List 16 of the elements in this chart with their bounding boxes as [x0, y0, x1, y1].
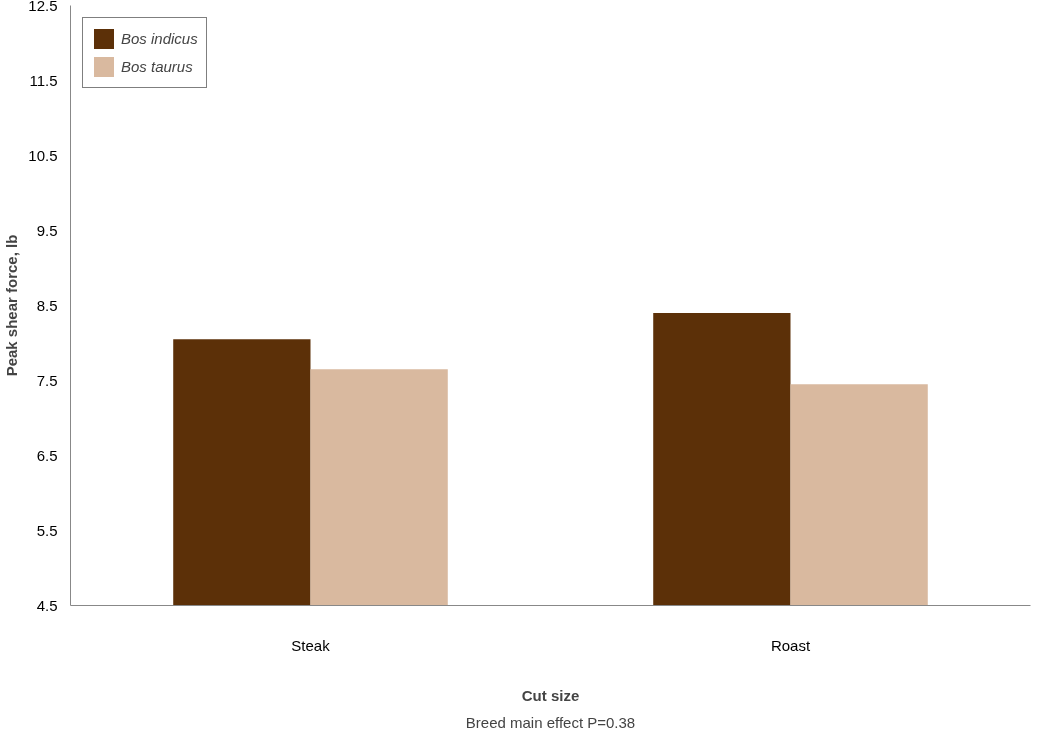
y-tick-label: 8.5 — [36, 296, 58, 314]
y-tick-label: 12.5 — [28, 0, 58, 14]
y-axis-title: Peak shear force, lb — [3, 234, 21, 377]
x-tick-label: Roast — [770, 636, 811, 654]
x-tick-label: Steak — [291, 636, 331, 654]
y-tick-label: 9.5 — [36, 221, 58, 239]
y-tick-label: 4.5 — [36, 596, 58, 614]
legend-label: Bos indicus — [121, 30, 198, 47]
legend-label: Bos taurus — [121, 58, 193, 75]
y-tick-label: 6.5 — [36, 446, 58, 464]
y-tick-label: 7.5 — [36, 371, 58, 389]
y-tick-label: 5.5 — [36, 521, 58, 539]
y-tick-label: 10.5 — [28, 146, 58, 164]
y-tick-label: 11.5 — [29, 71, 58, 89]
text: Breed main effect P=0.38 — [465, 713, 636, 731]
x-axis-title: Cut size — [521, 686, 580, 704]
